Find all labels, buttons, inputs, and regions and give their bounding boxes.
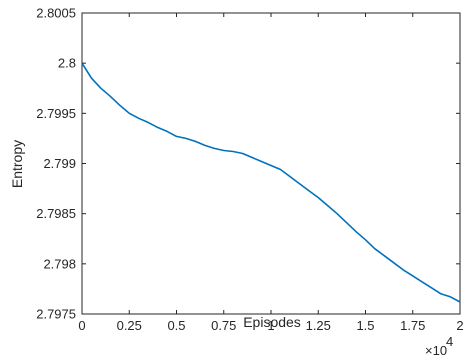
x-axis-label: Episodes [243, 314, 301, 330]
x-axis-ticks: 0 0.25 0.5 0.75 1 1.25 1.5 1.75 2 [78, 13, 464, 333]
x-exponent-base: ×10 [425, 343, 447, 358]
y-axis-ticks: 2.7975 2.798 2.7985 2.799 2.7995 2.8 2.8005 [36, 6, 460, 322]
y-tick-label: 2.8 [58, 56, 76, 71]
y-tick-label: 2.7995 [36, 106, 76, 121]
plot-area [81, 12, 461, 315]
x-tick-label: 1.25 [306, 318, 331, 333]
axes-box [81, 12, 461, 315]
x-tick-label: 1 [267, 318, 274, 333]
entropy-series-line [81, 62, 461, 303]
y-tick-label: 2.7975 [36, 307, 76, 322]
x-tick-label: 0.75 [211, 318, 236, 333]
y-tick-label: 2.799 [43, 156, 76, 171]
y-axis-label: Entropy [9, 140, 25, 188]
y-tick-label: 2.7985 [36, 206, 76, 221]
x-tick-label: 1.5 [356, 318, 374, 333]
y-tick-label: 2.8005 [36, 6, 76, 21]
x-tick-label: 1.75 [400, 318, 425, 333]
x-tick-label: 0.25 [117, 318, 142, 333]
x-tick-label: 2 [456, 318, 463, 333]
x-tick-label: 0 [78, 318, 85, 333]
x-tick-label: 0.5 [167, 318, 185, 333]
y-tick-label: 2.798 [43, 256, 76, 271]
x-exponent-power: 4 [446, 334, 453, 349]
x-axis-exponent: ×10 4 [425, 334, 453, 358]
